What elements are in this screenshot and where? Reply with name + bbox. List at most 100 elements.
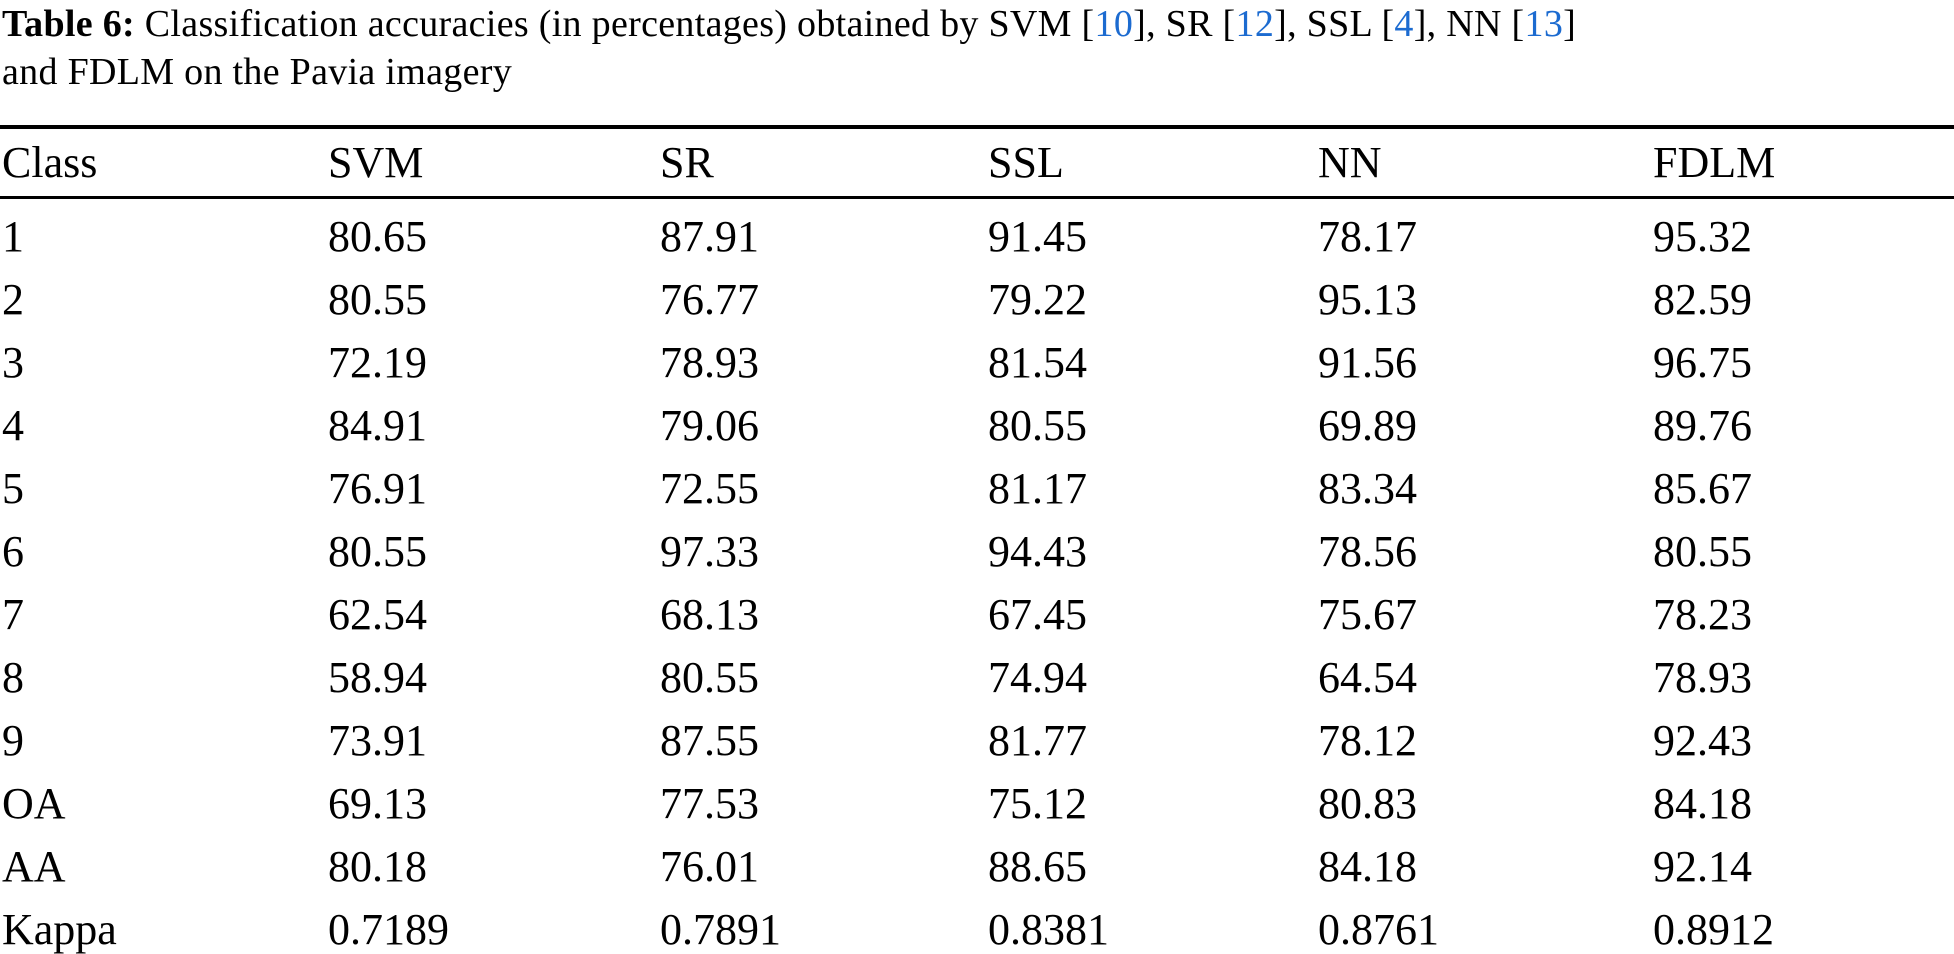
data-cell: 80.55 xyxy=(1653,526,1752,576)
row-label: 3 xyxy=(2,337,24,387)
caption-text-segment: ], NN [ xyxy=(1413,3,1525,45)
data-cell: 76.77 xyxy=(660,274,759,324)
data-cell: 80.55 xyxy=(328,274,427,324)
row-label: 5 xyxy=(2,463,24,513)
citation-link-4[interactable]: 4 xyxy=(1394,3,1414,45)
data-cell: 76.91 xyxy=(328,463,427,513)
table-row: 5 76.91 72.55 81.17 83.34 85.67 xyxy=(0,451,1954,514)
data-cell: 92.43 xyxy=(1653,715,1752,765)
data-cell: 78.56 xyxy=(1318,526,1417,576)
data-cell: 0.7189 xyxy=(328,904,449,954)
data-cell: 80.65 xyxy=(328,211,427,261)
table-caption: Table 6: Classification accuracies (in p… xyxy=(2,0,1954,96)
data-cell: 78.23 xyxy=(1653,589,1752,639)
data-cell: 81.17 xyxy=(988,463,1087,513)
data-cell: 88.65 xyxy=(988,841,1087,891)
table-row: 4 84.91 79.06 80.55 69.89 89.76 xyxy=(0,388,1954,451)
data-cell: 72.19 xyxy=(328,337,427,387)
data-cell: 96.75 xyxy=(1653,337,1752,387)
citation-link-10[interactable]: 10 xyxy=(1094,3,1134,45)
data-cell: 80.55 xyxy=(988,400,1087,450)
data-cell: 84.91 xyxy=(328,400,427,450)
data-cell: 80.55 xyxy=(328,526,427,576)
data-cell: 87.91 xyxy=(660,211,759,261)
caption-text-segment: ], SR [ xyxy=(1133,3,1236,45)
data-cell: 69.89 xyxy=(1318,400,1417,450)
data-cell: 72.55 xyxy=(660,463,759,513)
table-row: AA 80.18 76.01 88.65 84.18 92.14 xyxy=(0,829,1954,892)
caption-text-segment: Table 6: xyxy=(2,3,135,45)
data-cell: 0.8912 xyxy=(1653,904,1774,954)
data-cell: 80.55 xyxy=(660,652,759,702)
data-cell: 95.32 xyxy=(1653,211,1752,261)
caption-text-segment: Classification accuracies (in percentage… xyxy=(134,3,1095,45)
data-cell: 80.18 xyxy=(328,841,427,891)
table-row: 9 73.91 87.55 81.77 78.12 92.43 xyxy=(0,703,1954,766)
table-row: 8 58.94 80.55 74.94 64.54 78.93 xyxy=(0,640,1954,703)
data-cell: 91.56 xyxy=(1318,337,1417,387)
data-cell: 78.93 xyxy=(1653,652,1752,702)
data-cell: 79.22 xyxy=(988,274,1087,324)
results-table: Class SVM SR SSL NN FDLM 1 80.65 87.91 91.45 78.1… xyxy=(0,125,1954,954)
table-row: 7 62.54 68.13 67.45 75.67 78.23 xyxy=(0,577,1954,640)
column-header-sr: SR xyxy=(660,127,988,199)
row-label: 1 xyxy=(2,211,24,261)
data-cell: 0.8761 xyxy=(1318,904,1439,954)
data-cell: 92.14 xyxy=(1653,841,1752,891)
data-cell: 84.18 xyxy=(1653,778,1752,828)
data-cell: 87.55 xyxy=(660,715,759,765)
caption-text-segment: ] xyxy=(1563,3,1577,45)
row-label: 9 xyxy=(2,715,24,765)
data-cell: 91.45 xyxy=(988,211,1087,261)
data-cell: 64.54 xyxy=(1318,652,1417,702)
data-cell: 78.17 xyxy=(1318,211,1417,261)
data-cell: 81.54 xyxy=(988,337,1087,387)
data-cell: 58.94 xyxy=(328,652,427,702)
row-label: AA xyxy=(2,841,66,891)
caption-line-1: Table 6: Classification accuracies (in p… xyxy=(2,0,1954,48)
data-cell: 82.59 xyxy=(1653,274,1752,324)
table-row: 2 80.55 76.77 79.22 95.13 82.59 xyxy=(0,262,1954,325)
column-header-class: Class xyxy=(0,127,328,199)
data-cell: 83.34 xyxy=(1318,463,1417,513)
data-cell: 78.93 xyxy=(660,337,759,387)
data-cell: 73.91 xyxy=(328,715,427,765)
row-label: 6 xyxy=(2,526,24,576)
data-cell: 97.33 xyxy=(660,526,759,576)
header-row: Class SVM SR SSL NN FDLM xyxy=(0,127,1954,199)
table-row: 3 72.19 78.93 81.54 91.56 96.75 xyxy=(0,325,1954,388)
caption-line-2: and FDLM on the Pavia imagery xyxy=(2,51,512,93)
data-cell: 0.7891 xyxy=(660,904,781,954)
data-cell: 78.12 xyxy=(1318,715,1417,765)
row-label: OA xyxy=(2,778,66,828)
column-header-svm: SVM xyxy=(328,127,660,199)
table-row: OA 69.13 77.53 75.12 80.83 84.18 xyxy=(0,766,1954,829)
table-row: 1 80.65 87.91 91.45 78.17 95.32 xyxy=(0,197,1954,262)
row-label: 8 xyxy=(2,652,24,702)
citation-link-13[interactable]: 13 xyxy=(1524,3,1564,45)
column-header-nn: NN xyxy=(1318,127,1653,199)
data-cell: 67.45 xyxy=(988,589,1087,639)
column-header-fdlm: FDLM xyxy=(1653,127,1954,199)
row-label: 4 xyxy=(2,400,24,450)
citation-link-12[interactable]: 12 xyxy=(1235,3,1275,45)
data-cell: 84.18 xyxy=(1318,841,1417,891)
table-body: 1 80.65 87.91 91.45 78.17 95.32 2 80.55 76.77 79.… xyxy=(0,197,1954,954)
data-cell: 76.01 xyxy=(660,841,759,891)
data-cell: 62.54 xyxy=(328,589,427,639)
data-cell: 69.13 xyxy=(328,778,427,828)
data-cell: 75.12 xyxy=(988,778,1087,828)
data-cell: 0.8381 xyxy=(988,904,1109,954)
table-row: 6 80.55 97.33 94.43 78.56 80.55 xyxy=(0,514,1954,577)
row-label: Kappa xyxy=(2,904,117,954)
data-cell: 74.94 xyxy=(988,652,1087,702)
column-header-ssl: SSL xyxy=(988,127,1318,199)
data-cell: 95.13 xyxy=(1318,274,1417,324)
table-row: Kappa 0.7189 0.7891 0.8381 0.8761 0.8912 xyxy=(0,892,1954,954)
data-cell: 79.06 xyxy=(660,400,759,450)
data-cell: 81.77 xyxy=(988,715,1087,765)
data-cell: 85.67 xyxy=(1653,463,1752,513)
row-label: 7 xyxy=(2,589,24,639)
data-cell: 77.53 xyxy=(660,778,759,828)
